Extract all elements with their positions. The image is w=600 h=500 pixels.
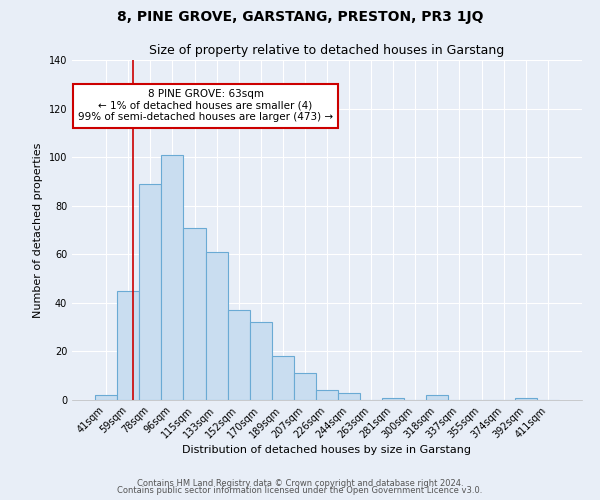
Text: Contains HM Land Registry data © Crown copyright and database right 2024.: Contains HM Land Registry data © Crown c…: [137, 478, 463, 488]
Bar: [294, 374, 316, 400]
Bar: [184, 228, 206, 400]
Bar: [117, 290, 139, 400]
Text: Contains public sector information licensed under the Open Government Licence v3: Contains public sector information licen…: [118, 486, 482, 495]
Text: 8, PINE GROVE, GARSTANG, PRESTON, PR3 1JQ: 8, PINE GROVE, GARSTANG, PRESTON, PR3 1J…: [117, 10, 483, 24]
Bar: [206, 252, 227, 400]
Y-axis label: Number of detached properties: Number of detached properties: [33, 142, 43, 318]
Title: Size of property relative to detached houses in Garstang: Size of property relative to detached ho…: [149, 44, 505, 58]
X-axis label: Distribution of detached houses by size in Garstang: Distribution of detached houses by size …: [182, 446, 472, 456]
Bar: [382, 398, 404, 400]
Bar: [139, 184, 161, 400]
Bar: [227, 310, 250, 400]
Bar: [95, 395, 117, 400]
Bar: [515, 398, 537, 400]
Bar: [161, 154, 184, 400]
Bar: [427, 395, 448, 400]
Bar: [316, 390, 338, 400]
Bar: [250, 322, 272, 400]
Bar: [272, 356, 294, 400]
Text: 8 PINE GROVE: 63sqm
← 1% of detached houses are smaller (4)
99% of semi-detached: 8 PINE GROVE: 63sqm ← 1% of detached hou…: [78, 89, 333, 122]
Bar: [338, 392, 360, 400]
